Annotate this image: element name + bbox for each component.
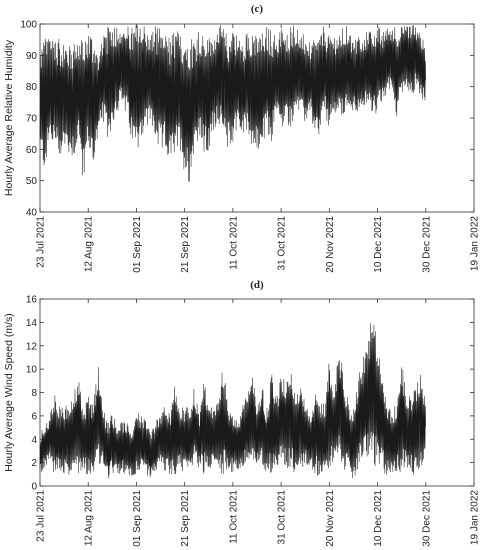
x-tick-label: 11 Oct 2021 xyxy=(228,216,239,270)
y-tick-label: 50 xyxy=(26,176,38,187)
y-tick-label: 4 xyxy=(31,435,37,446)
x-tick-label: 21 Sep 2021 xyxy=(180,490,191,547)
y-tick-label: 80 xyxy=(26,82,38,93)
y-tick-label: 40 xyxy=(26,208,38,219)
y-tick-label: 16 xyxy=(26,295,38,306)
y-tick-label: 0 xyxy=(31,482,37,493)
x-tick-label: 10 Dec 2021 xyxy=(373,490,384,547)
x-tick-label: 23 Jul 2021 xyxy=(36,490,47,542)
y-tick-label: 10 xyxy=(26,365,38,376)
x-tick-label: 31 Oct 2021 xyxy=(277,490,288,545)
y-axis-label: Hourly Average Wind Speed (m/s) xyxy=(3,313,15,472)
y-tick-label: 2 xyxy=(31,458,37,469)
x-tick-label: 31 Oct 2021 xyxy=(277,216,288,271)
x-tick-label: 19 Jan 2022 xyxy=(470,216,481,271)
y-tick-label: 12 xyxy=(26,341,38,352)
x-tick-label: 30 Dec 2021 xyxy=(421,490,432,547)
y-tick-label: 8 xyxy=(31,388,37,399)
x-tick-label: 20 Nov 2021 xyxy=(325,490,336,547)
y-tick-label: 14 xyxy=(26,318,38,329)
x-tick-label: 30 Dec 2021 xyxy=(421,216,432,273)
x-tick-label: 12 Aug 2021 xyxy=(84,490,95,547)
panel-label: (d) xyxy=(250,279,264,291)
y-tick-label: 6 xyxy=(31,411,37,422)
x-tick-label: 11 Oct 2021 xyxy=(228,490,239,544)
y-tick-label: 100 xyxy=(20,20,37,31)
x-tick-label: 01 Sep 2021 xyxy=(132,490,143,547)
x-tick-label: 12 Aug 2021 xyxy=(84,216,95,273)
y-tick-label: 70 xyxy=(26,114,38,125)
x-tick-label: 23 Jul 2021 xyxy=(36,216,47,268)
y-tick-label: 90 xyxy=(26,51,38,62)
y-tick-label: 60 xyxy=(26,145,38,156)
x-tick-label: 19 Jan 2022 xyxy=(470,490,481,545)
y-axis-label: Hourly Average Relative Humidity xyxy=(3,39,15,196)
x-tick-label: 10 Dec 2021 xyxy=(373,216,384,273)
panel-label: (c) xyxy=(251,3,264,15)
x-tick-label: 01 Sep 2021 xyxy=(132,216,143,273)
x-tick-label: 20 Nov 2021 xyxy=(325,216,336,273)
series-line-0-0 xyxy=(39,25,427,182)
x-tick-label: 21 Sep 2021 xyxy=(180,216,191,273)
series-line-1-0 xyxy=(39,323,427,479)
